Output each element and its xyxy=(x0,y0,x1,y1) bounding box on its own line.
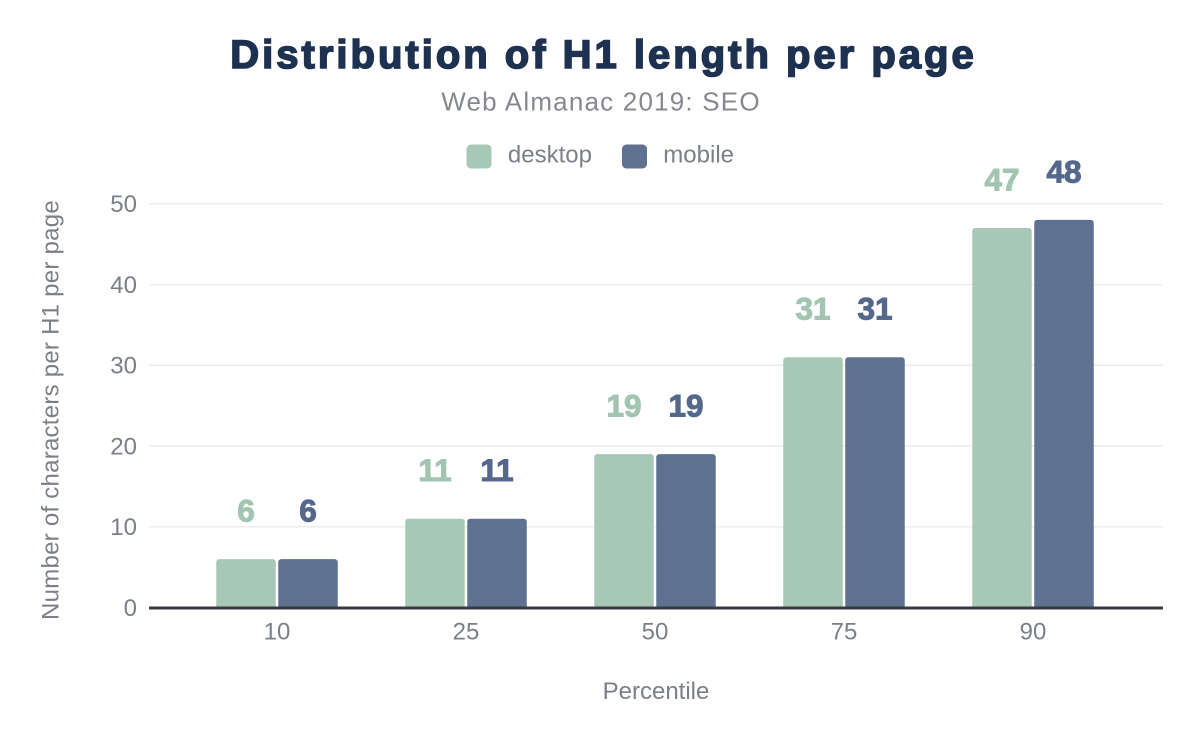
svg-text:19: 19 xyxy=(606,388,641,424)
svg-text:90: 90 xyxy=(1020,619,1047,646)
svg-text:mobile: mobile xyxy=(663,142,734,169)
svg-text:20: 20 xyxy=(110,434,137,461)
svg-text:30: 30 xyxy=(110,353,137,380)
svg-text:10: 10 xyxy=(110,514,137,541)
svg-text:11: 11 xyxy=(480,452,513,488)
svg-text:10: 10 xyxy=(264,619,291,646)
svg-text:Percentile: Percentile xyxy=(603,678,710,705)
svg-text:50: 50 xyxy=(110,191,137,218)
svg-text:40: 40 xyxy=(110,272,137,299)
svg-text:50: 50 xyxy=(642,619,669,646)
svg-text:Distribution of H1 length per: Distribution of H1 length per page xyxy=(230,33,976,77)
svg-text:31: 31 xyxy=(857,291,892,327)
svg-text:75: 75 xyxy=(831,619,858,646)
svg-text:6: 6 xyxy=(299,493,317,529)
svg-text:0: 0 xyxy=(124,595,137,622)
svg-text:31: 31 xyxy=(795,291,830,327)
svg-text:Web Almanac 2019: SEO: Web Almanac 2019: SEO xyxy=(441,87,761,117)
svg-text:11: 11 xyxy=(418,452,451,488)
svg-text:6: 6 xyxy=(237,493,255,529)
svg-text:Number of characters per H1 pe: Number of characters per H1 per page xyxy=(38,200,65,620)
svg-text:25: 25 xyxy=(453,619,480,646)
svg-text:19: 19 xyxy=(668,388,703,424)
svg-text:desktop: desktop xyxy=(508,142,592,169)
svg-text:47: 47 xyxy=(984,162,1019,198)
svg-text:48: 48 xyxy=(1046,153,1081,189)
